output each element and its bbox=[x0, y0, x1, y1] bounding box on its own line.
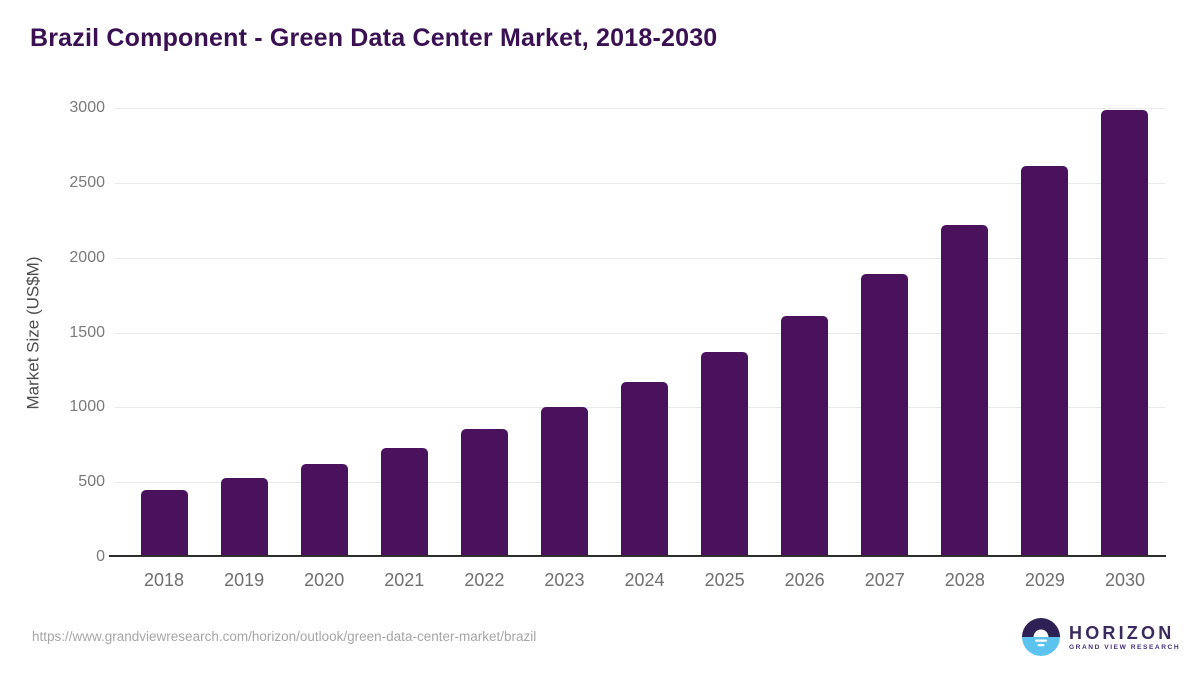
y-tick-label: 3000 bbox=[69, 99, 105, 116]
bar-2025 bbox=[701, 351, 749, 557]
bar-slot bbox=[845, 108, 925, 557]
bar-slot bbox=[925, 108, 1005, 557]
x-tick-label: 2019 bbox=[224, 570, 265, 590]
y-tick-label: 2000 bbox=[69, 248, 105, 266]
bar-slot bbox=[1085, 108, 1165, 557]
bar-slot bbox=[1005, 108, 1085, 557]
bar-2028 bbox=[941, 224, 989, 557]
gridline bbox=[115, 182, 1165, 184]
y-axis-labels: 0 500 1000 1500 2000 2500 3000 bbox=[40, 99, 105, 565]
x-tick-label: 2030 bbox=[1104, 570, 1145, 590]
x-tick-label: 2023 bbox=[544, 570, 585, 590]
bar-2019 bbox=[220, 478, 268, 557]
gridline bbox=[115, 332, 1165, 334]
bars-row bbox=[115, 108, 1165, 557]
page-title: Brazil Component - Green Data Center Mar… bbox=[30, 24, 718, 52]
bar-2026 bbox=[781, 316, 829, 557]
bar-2030 bbox=[1101, 109, 1149, 557]
x-tick-label: 2018 bbox=[144, 570, 185, 590]
y-tick-label: 1500 bbox=[69, 323, 105, 341]
y-tick-label: 0 bbox=[96, 548, 105, 565]
logo-subtext: GRAND VIEW RESEARCH bbox=[1069, 643, 1181, 651]
gridline bbox=[115, 108, 1165, 109]
horizon-logo: HORIZON GRAND VIEW RESEARCH bbox=[1022, 618, 1180, 656]
bar-2027 bbox=[861, 274, 909, 557]
x-tick-label: 2020 bbox=[304, 570, 345, 590]
bar-2029 bbox=[1021, 166, 1069, 557]
bar-slot bbox=[364, 108, 444, 557]
bar-slot bbox=[685, 108, 765, 557]
y-tick-label: 2500 bbox=[69, 173, 105, 191]
bar-2018 bbox=[140, 490, 188, 557]
x-tick-label: 2029 bbox=[1024, 570, 1065, 590]
bar-slot bbox=[124, 108, 204, 557]
x-tick-label: 2024 bbox=[624, 570, 665, 590]
bar-slot bbox=[284, 108, 364, 557]
x-tick-label: 2028 bbox=[944, 570, 985, 590]
bar-slot bbox=[204, 108, 284, 557]
bar-2022 bbox=[460, 429, 508, 557]
bar-slot bbox=[524, 108, 604, 557]
x-tick-label: 2025 bbox=[704, 570, 745, 590]
horizon-sun-icon bbox=[1022, 618, 1060, 656]
x-tick-label: 2027 bbox=[864, 570, 905, 590]
x-tick-label: 2021 bbox=[384, 570, 425, 590]
x-axis-line bbox=[109, 555, 1166, 557]
x-tick-label: 2026 bbox=[784, 570, 825, 590]
bar-slot bbox=[444, 108, 524, 557]
gridline bbox=[115, 257, 1165, 259]
bar-slot bbox=[765, 108, 845, 557]
x-tick-label: 2022 bbox=[464, 570, 505, 590]
bar-slot bbox=[604, 108, 684, 557]
y-tick-label: 1000 bbox=[69, 398, 105, 416]
bar-2021 bbox=[380, 447, 428, 557]
y-tick-label: 500 bbox=[78, 473, 105, 491]
bar-2023 bbox=[540, 407, 588, 557]
logo-text: HORIZON GRAND VIEW RESEARCH bbox=[1069, 623, 1180, 652]
logo-name: HORIZON bbox=[1069, 622, 1175, 643]
source-url: https://www.grandviewresearch.com/horizo… bbox=[32, 629, 537, 644]
x-axis-labels: 2018 2019 2020 2021 2022 2023 2024 2025 2026 2027… bbox=[115, 570, 1165, 591]
bar-2024 bbox=[621, 381, 668, 557]
bar-2020 bbox=[300, 464, 348, 557]
